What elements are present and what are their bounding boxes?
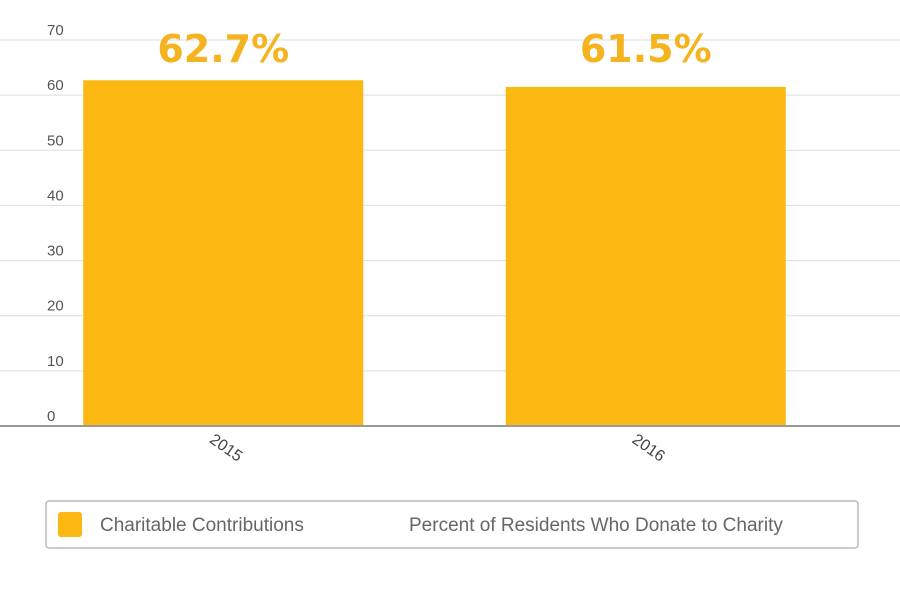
data-labels: 62.7% 61.5% [157,27,711,71]
y-tick-label: 60 [47,77,64,94]
legend-item-charitable-contributions[interactable]: Charitable Contributions [58,512,304,537]
bar-2016 [505,86,786,426]
bars [83,80,786,427]
y-tick-label: 50 [47,132,64,149]
legend-swatch [58,512,82,537]
legend-item-percent-residents-donate[interactable]: Percent of Residents Who Donate to Chari… [409,515,783,536]
y-axis-ticks: 0 10 20 30 40 50 60 70 [47,22,64,425]
x-tick-label: 2015 [206,431,245,465]
y-tick-label: 70 [47,22,64,39]
x-axis-ticks: 2015 2016 [206,431,667,465]
data-label: 61.5% [580,27,712,71]
legend-label: Charitable Contributions [100,515,304,536]
y-tick-label: 40 [47,187,64,204]
legend-label: Percent of Residents Who Donate to Chari… [409,515,783,536]
data-label: 62.7% [157,27,289,71]
x-tick-label: 2016 [629,431,668,465]
y-tick-label: 20 [47,298,64,315]
legend-box [45,500,859,549]
legend: Charitable Contributions Percent of Resi… [45,500,859,549]
y-tick-label: 0 [47,408,55,425]
bar-2015 [83,80,364,427]
y-tick-label: 10 [47,353,64,370]
y-tick-label: 30 [47,243,64,260]
